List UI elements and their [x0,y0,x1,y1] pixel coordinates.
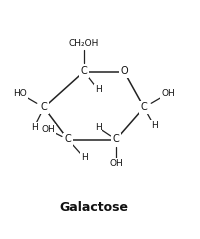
Text: O: O [120,66,128,76]
Text: H: H [151,121,157,130]
Text: Galactose: Galactose [60,201,128,214]
Text: H: H [95,85,101,94]
Text: C: C [81,66,87,76]
Text: OH: OH [109,159,123,168]
Text: C: C [113,135,119,145]
Text: HO: HO [13,89,27,98]
Text: H: H [81,153,87,162]
Text: OH: OH [161,89,175,98]
Text: C: C [41,103,47,113]
Text: H: H [95,123,101,132]
Text: C: C [141,103,147,113]
Text: CH₂OH: CH₂OH [69,39,99,48]
Text: OH: OH [41,125,55,134]
Text: C: C [65,135,71,145]
Text: H: H [31,123,37,132]
